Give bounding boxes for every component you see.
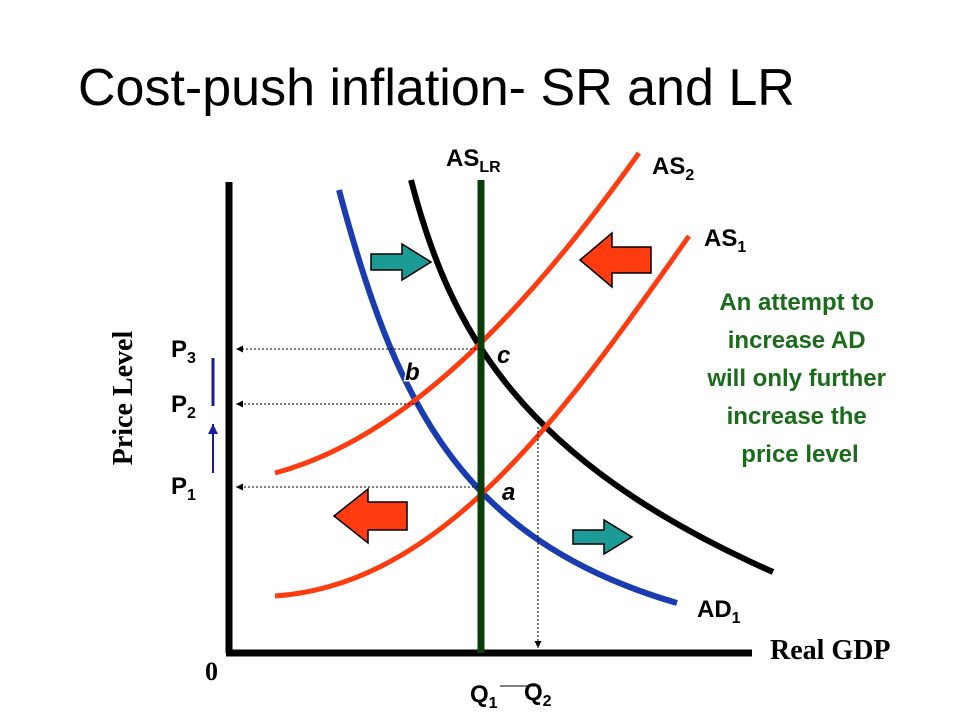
y-axis-label: Price Level: [108, 331, 139, 466]
note-line-4: increase the: [727, 403, 867, 430]
ad-2-curve: [408, 179, 775, 575]
origin-label: 0: [205, 657, 218, 686]
as-2-label: AS2: [652, 153, 694, 184]
red-arrow-top-icon: [578, 231, 652, 289]
q2-label: Q2: [524, 679, 552, 710]
point-c-label: c: [497, 342, 510, 369]
teal-arrow-bottom-icon: [572, 518, 634, 556]
as-1-curve: [274, 234, 692, 599]
as-1-label: AS1: [704, 225, 746, 256]
point-a-label: a: [502, 479, 515, 506]
as-lr-label: ASLR: [446, 145, 501, 176]
p2-label: P2: [171, 391, 196, 422]
x-axis-label: Real GDP: [770, 635, 891, 666]
red-arrow-bottom-icon: [332, 487, 408, 545]
p3-label: P3: [171, 336, 196, 367]
as-2-curve: [274, 151, 642, 476]
ad-1-curve: [336, 189, 678, 606]
explanation-note: An attempt to increase AD will only furt…: [706, 289, 892, 468]
point-b-label: b: [405, 359, 420, 386]
p1-label: P1: [171, 473, 196, 504]
slide-title: Cost-push inflation- SR and LR: [78, 59, 795, 117]
note-line-2: increase AD: [728, 327, 866, 354]
teal-arrow-top-icon: [370, 242, 433, 282]
note-line-3: will only further: [706, 365, 886, 392]
note-line-5: price level: [741, 441, 858, 468]
q1-label: Q1: [470, 681, 498, 712]
ad-1-label: AD1: [697, 596, 741, 627]
note-line-1: An attempt to: [719, 289, 874, 316]
